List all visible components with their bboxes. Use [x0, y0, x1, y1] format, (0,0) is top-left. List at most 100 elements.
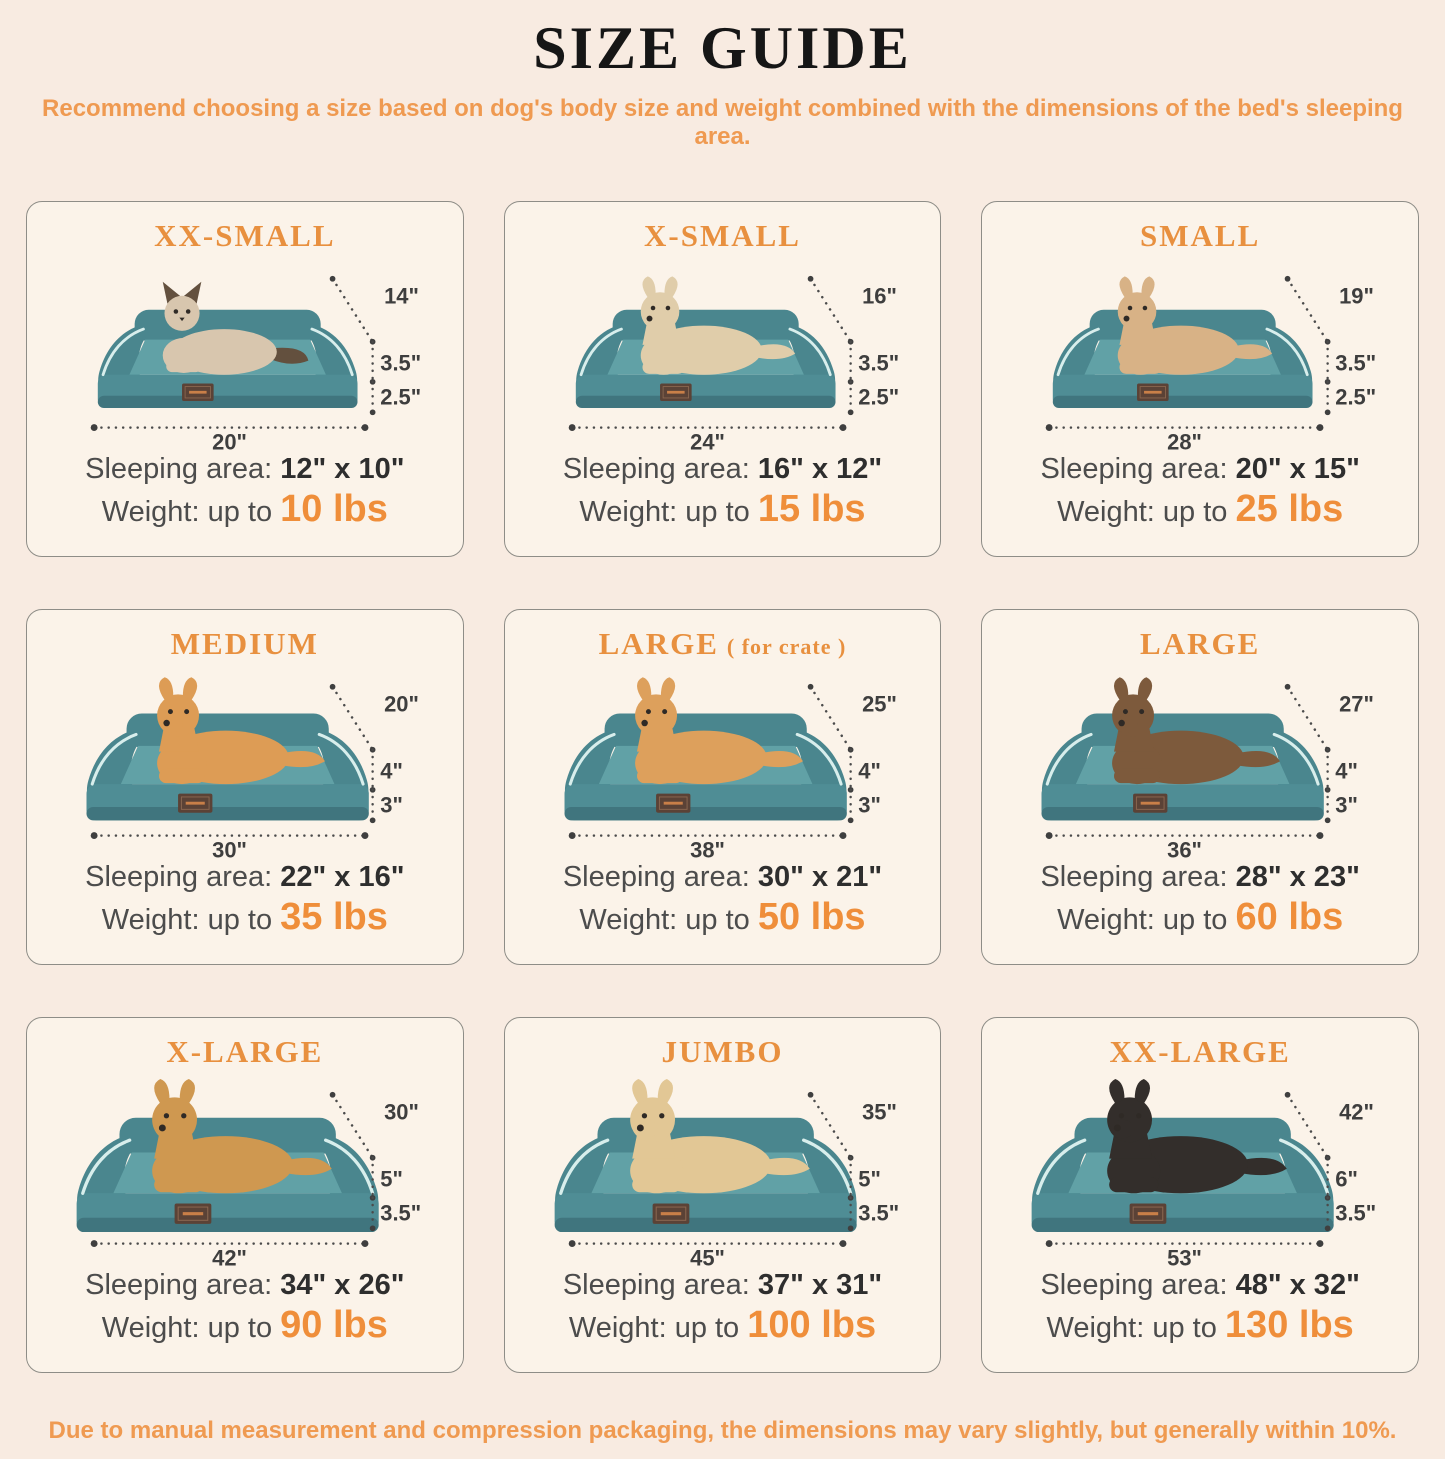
brand-tag	[1137, 383, 1169, 402]
page-subtitle: Recommend choosing a size based on dog's…	[42, 95, 1403, 150]
size-name: XX-LARGE	[990, 1034, 1410, 1070]
sleeping-area-value: 30" x 21"	[757, 861, 883, 894]
piping-left	[568, 732, 616, 786]
cat-illustration	[162, 281, 309, 375]
depth-dimension: 35"	[862, 1100, 897, 1125]
weight-line: Weight: up to 15 lbs	[513, 488, 933, 531]
size-label: LARGE	[1140, 626, 1261, 661]
size-card: X-SMALL	[503, 201, 942, 557]
weight-value: 90 lbs	[280, 1304, 388, 1347]
base-height-dimension: 3"	[858, 793, 881, 818]
size-cards-grid: XX-SMALL	[26, 201, 1419, 1373]
size-card: XX-SMALL	[26, 201, 464, 557]
width-dimension: 28"	[1168, 430, 1203, 455]
size-name: X-LARGE	[35, 1034, 455, 1070]
weight-line: Weight: up to 10 lbs	[35, 488, 455, 531]
size-name: JUMBO	[513, 1034, 933, 1070]
sleeping-area-label: Sleeping area:	[85, 453, 273, 486]
weight-label: Weight: up to	[579, 496, 750, 529]
size-label: LARGE	[598, 626, 719, 661]
base-height-dimension: 2.5"	[858, 385, 899, 410]
piping-right	[310, 327, 354, 377]
weight-value: 25 lbs	[1235, 488, 1344, 531]
weight-label: Weight: up to	[1057, 496, 1228, 529]
size-card: MEDIUM	[26, 609, 464, 965]
width-dimension: 38"	[690, 838, 725, 863]
depth-dimension: 14"	[384, 284, 419, 309]
weight-value: 15 lbs	[757, 488, 866, 531]
dimension-callouts: 20" 4" 3" 30"	[90, 683, 419, 863]
size-card: JUMBO	[503, 1017, 942, 1373]
base-height-dimension: 3"	[380, 793, 403, 818]
sleeping-area-line: Sleeping area: 20" x 15"	[990, 453, 1410, 486]
bed-illustration: 30" 5" 3.5" 42"	[76, 1078, 421, 1271]
size-name: LARGE	[990, 626, 1410, 662]
piping-left	[558, 1138, 609, 1195]
base-height-dimension: 3.5"	[858, 1201, 899, 1226]
width-dimension: 45"	[690, 1246, 725, 1271]
piping-left	[1056, 327, 1101, 377]
sleeping-area-value: 28" x 23"	[1235, 861, 1360, 894]
depth-dimension: 30"	[384, 1100, 419, 1125]
sleeping-area-label: Sleeping area:	[1040, 861, 1228, 894]
weight-label: Weight: up to	[101, 1312, 273, 1345]
brand-tag	[174, 1203, 212, 1224]
bed-illustration: 19" 3.5" 2.5" 28"	[1046, 275, 1376, 455]
sleeping-area-label: Sleeping area:	[85, 1269, 273, 1302]
sleeping-area-value: 37" x 31"	[757, 1269, 883, 1302]
sleeping-area-label: Sleeping area:	[1040, 453, 1228, 486]
sleeping-area-value: 34" x 26"	[280, 1269, 405, 1302]
dimension-callouts: 19" 3.5" 2.5" 28"	[1046, 275, 1377, 455]
size-name: XX-SMALL	[35, 218, 455, 254]
brand-tag	[1133, 793, 1168, 813]
size-name: MEDIUM	[35, 626, 455, 662]
bed-and-pet-scene	[97, 281, 358, 409]
base-height-dimension: 3"	[1336, 793, 1359, 818]
depth-dimension: 16"	[862, 284, 897, 309]
bed-illustration: 14" 3.5" 2.5" 20"	[90, 275, 421, 455]
bed-illustration: 35" 5" 3.5" 45"	[554, 1078, 899, 1271]
depth-dimension: 20"	[384, 692, 419, 717]
dimension-callouts: 16" 3.5" 2.5" 24"	[568, 275, 899, 455]
weight-label: Weight: up to	[101, 496, 273, 529]
page-title: SIZE GUIDE	[533, 15, 912, 81]
dimension-callouts: 30" 5" 3.5" 42"	[90, 1091, 421, 1271]
bed-illustration: 42" 6" 3.5" 53"	[1031, 1078, 1376, 1271]
size-label: JUMBO	[661, 1034, 784, 1069]
page-footer-note: Due to manual measurement and compressio…	[48, 1417, 1397, 1444]
sleeping-area-value: 20" x 15"	[1235, 453, 1360, 486]
weight-label: Weight: up to	[101, 904, 273, 937]
dog-illustration	[1107, 1078, 1288, 1194]
piping-right	[1279, 1138, 1330, 1195]
sleeping-area-line: Sleeping area: 28" x 23"	[990, 861, 1410, 894]
weight-line: Weight: up to 100 lbs	[513, 1304, 933, 1347]
size-card: LARGE	[981, 609, 1419, 965]
size-label: XX-SMALL	[154, 218, 336, 253]
sleeping-area-label: Sleeping area:	[562, 1269, 750, 1302]
sleeping-area-value: 16" x 12"	[757, 453, 883, 486]
sleeping-area-value: 22" x 16"	[280, 861, 405, 894]
weight-line: Weight: up to 130 lbs	[990, 1304, 1410, 1347]
weight-label: Weight: up to	[1057, 904, 1228, 937]
depth-dimension: 27"	[1339, 692, 1374, 717]
piping-left	[81, 1138, 132, 1195]
bolster-height-dimension: 5"	[380, 1166, 403, 1191]
weight-line: Weight: up to 90 lbs	[35, 1304, 455, 1347]
size-label: X-LARGE	[166, 1034, 324, 1069]
piping-left	[101, 327, 145, 377]
weight-line: Weight: up to 50 lbs	[513, 896, 933, 939]
dog-illustration	[629, 1078, 810, 1194]
bed-and-pet-scene	[554, 1078, 857, 1233]
bolster-height-dimension: 4"	[380, 758, 403, 783]
dog-illustration	[157, 677, 325, 785]
size-label: X-SMALL	[644, 218, 801, 253]
base-height-dimension: 3.5"	[380, 1201, 421, 1226]
weight-label: Weight: up to	[579, 904, 750, 937]
base-height-dimension: 2.5"	[1336, 385, 1377, 410]
piping-right	[317, 732, 365, 786]
bed-and-pet-scene	[1053, 276, 1313, 409]
bed-illustration: 20" 4" 3" 30"	[86, 677, 419, 863]
bed-and-pet-scene	[86, 677, 369, 821]
piping-right	[795, 732, 843, 786]
weight-value: 60 lbs	[1235, 896, 1344, 939]
